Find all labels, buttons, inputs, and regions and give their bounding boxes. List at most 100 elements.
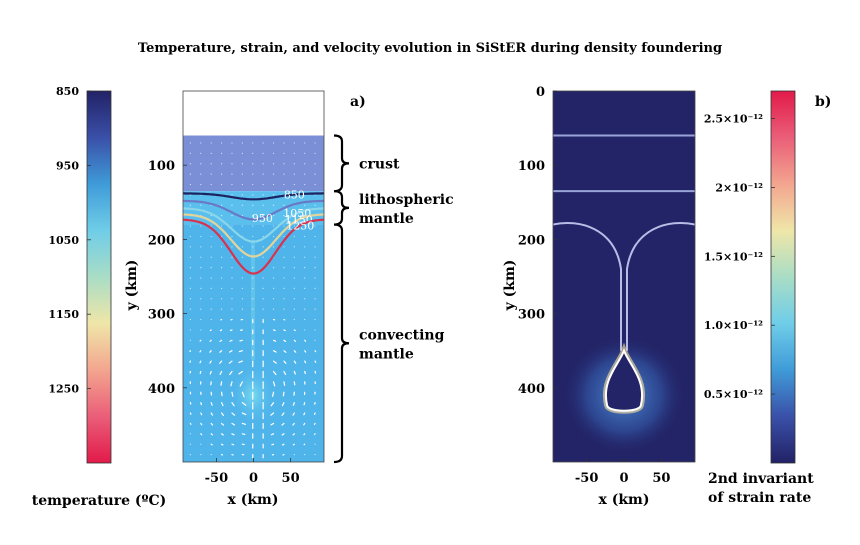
panel-a-velocity-dot [283,215,285,217]
panel-a-velocity-arrow [304,370,306,375]
panel-a-velocity-arrow [270,402,275,407]
panel-b-y-tick-label: 300 [518,308,545,323]
panel-a-velocity-dot [272,277,275,279]
panel-a-isotherm-1050 [183,207,324,243]
panel-a-velocity-dot [262,215,264,217]
panel-a-velocity-arrow [292,443,295,446]
panel-a-velocity-dot [231,215,233,217]
panel-a-velocity-arrow [241,402,247,406]
panel-a-velocity-dot [283,152,285,154]
panel-a-velocity-dot [283,225,285,227]
panel-a-velocity-dot [189,453,192,456]
panel-a-velocity-dot [220,225,223,227]
panel-a-velocity-arrow [304,360,307,364]
panel-a-velocity-dot [272,183,275,186]
panel-a-velocity-dot [262,183,264,186]
strain-rate-colorbar-tick-label: 2.5×10⁻¹² [704,113,763,126]
panel-b-x-tick-label: -50 [575,471,599,486]
panel-a-velocity-dot [252,287,254,289]
panel-a-velocity-dot [314,453,316,456]
panel-a-velocity-arrow [220,422,225,426]
panel-a-velocity-dot [304,235,306,238]
panel-a-velocity-arrow [283,329,286,332]
panel-b-xlabel: x (km) [599,492,650,508]
panel-a-velocity-dot [304,246,306,248]
panel-a-velocity-dot [210,256,212,258]
panel-a-velocity-arrow [292,412,295,416]
panel-a-velocity-dot [241,183,243,186]
panel-a-velocity-dot [241,142,243,144]
panel-b-drip [553,221,695,414]
panel-a-velocity-arrow [292,402,295,406]
panel-a-velocity-arrow [283,370,287,375]
panel-a-velocity-arrow [304,350,307,353]
panel-a-velocity-dot [241,277,243,279]
panel-a-velocity-arrow [281,433,285,436]
panel-a-layer-brace [333,134,350,193]
panel-a-isotherm-1250 [183,218,324,275]
panel-a-layer-label: mantle [359,346,414,362]
panel-a-velocity-arrow [199,350,202,353]
panel-a-velocity-dot [272,142,275,144]
panel-a-velocity-arrow [210,433,213,436]
panel-a-velocity-dot [293,225,295,227]
panel-a-velocity-dot [210,152,212,154]
panel-a-velocity-dot [252,215,254,217]
panel-a-velocity-dot [293,235,295,238]
panel-a-letter: a) [350,94,366,110]
panel-a-velocity-dot [189,235,192,238]
panel-a-velocity-dot [241,173,243,175]
panel-a-velocity-dot [252,277,254,279]
panel-b-x-tick-label: 50 [652,471,670,486]
panel-b-y-tick-label: 400 [518,382,545,397]
panel-a-velocity-arrow [219,370,223,375]
panel-a-velocity-dot [220,266,223,269]
panel-a-velocity-dot [314,266,316,269]
temperature-colorbar-bar [86,90,112,464]
temperature-colorbar-tick-label: 1150 [48,308,79,321]
panel-b: -50 0 50 0 100 200 300 400 x (km) y (km) [502,85,696,508]
panel-a-velocity-dot [283,246,285,248]
panel-a-velocity-dot [314,163,316,165]
panel-a-velocity-dot [304,329,306,331]
panel-a-velocity-dot [210,287,212,289]
panel-a-velocity-dot [314,443,316,445]
panel-a-velocity-dot [220,152,223,154]
panel-a-velocity-dot [304,308,306,310]
panel-a-velocity-dot [283,204,285,206]
panel-a-velocity-dot [220,142,223,144]
panel-a-velocity-arrow [293,370,296,375]
panel-a-velocity-dot [189,142,192,144]
panel-a-velocity-dot [304,277,306,279]
panel-a-velocity-dot [262,287,264,289]
panel-a-layer-brace [333,223,350,464]
panel-a-velocity-dot [314,277,316,279]
panel-a-velocity-dot [293,453,295,456]
panel-a-velocity-arrow [314,360,317,363]
panel-a-velocity-dot [272,152,275,154]
panel-a-velocity-dot [272,235,275,238]
panel-a-velocity-dot [304,266,306,269]
panel-a-velocity-arrow [209,329,212,332]
panel-a-velocity-dot [241,152,243,154]
panel-a-velocity-dot [272,287,275,289]
panel-a-velocity-arrow [281,422,285,426]
panel-a-velocity-arrow [241,391,245,398]
strain-rate-colorbar-tick-label: 1.0×10⁻¹² [704,319,763,332]
panel-a-velocity-arrow [209,370,212,375]
panel-a-velocity-dot [262,235,264,238]
panel-a-velocity-dot [262,194,264,196]
panel-a-velocity-dot [200,277,202,279]
panel-a-velocity-dot [314,318,316,321]
panel-a-velocity-dot [189,225,192,227]
panel-a-velocity-dot [272,308,275,310]
panel-a-velocity-arrow [231,402,235,407]
panel-a-velocity-dot [220,204,223,206]
panel-a-velocity-arrow [219,329,223,332]
panel-a-velocity-dot [189,163,192,165]
panel-a-velocity-dot [210,308,212,310]
panel-a-velocity-arrow [272,391,275,397]
panel-a-velocity-dot [262,173,264,175]
panel-a-x-tick-label: -50 [205,471,229,486]
